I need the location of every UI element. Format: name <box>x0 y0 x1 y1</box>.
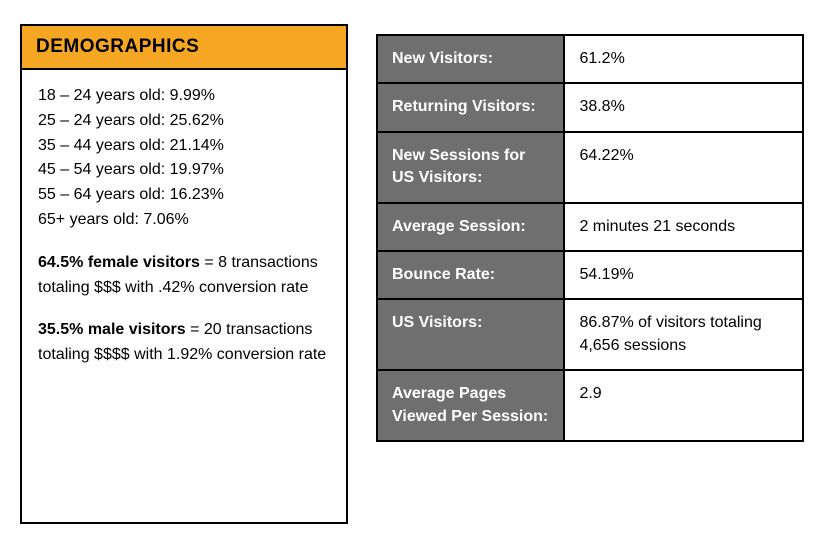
demographics-title: DEMOGRAPHICS <box>22 26 346 70</box>
metric-label: US Visitors: <box>377 299 564 370</box>
metric-label: New Sessions for US Visitors: <box>377 132 564 203</box>
table-row: Average Pages Viewed Per Session: 2.9 <box>377 370 803 441</box>
metric-value: 86.87% of visitors totaling 4,656 sessio… <box>564 299 803 370</box>
age-breakdown: 18 – 24 years old: 9.99% 25 – 24 years o… <box>38 84 330 233</box>
metric-value: 38.8% <box>564 83 803 131</box>
male-visitors-lead: 35.5% male visitors <box>38 321 186 338</box>
metric-value: 2.9 <box>564 370 803 441</box>
metrics-tbody: New Visitors: 61.2% Returning Visitors: … <box>377 35 803 441</box>
table-row: New Visitors: 61.2% <box>377 35 803 83</box>
age-line: 25 – 24 years old: 25.62% <box>38 109 330 134</box>
demographics-panel: DEMOGRAPHICS 18 – 24 years old: 9.99% 25… <box>20 24 348 524</box>
female-visitors-block: 64.5% female visitors = 8 transactions t… <box>38 251 330 301</box>
age-line: 18 – 24 years old: 9.99% <box>38 84 330 109</box>
female-visitors-lead: 64.5% female visitors <box>38 254 200 271</box>
age-line: 45 – 54 years old: 19.97% <box>38 158 330 183</box>
metric-value: 61.2% <box>564 35 803 83</box>
metric-value: 64.22% <box>564 132 803 203</box>
age-line: 35 – 44 years old: 21.14% <box>38 134 330 159</box>
metrics-table: New Visitors: 61.2% Returning Visitors: … <box>376 34 804 442</box>
table-row: US Visitors: 86.87% of visitors totaling… <box>377 299 803 370</box>
table-row: Average Session: 2 minutes 21 seconds <box>377 203 803 251</box>
metric-label: Average Pages Viewed Per Session: <box>377 370 564 441</box>
male-visitors-block: 35.5% male visitors = 20 transactions to… <box>38 318 330 368</box>
metric-label: New Visitors: <box>377 35 564 83</box>
metric-value: 2 minutes 21 seconds <box>564 203 803 251</box>
metric-label: Bounce Rate: <box>377 251 564 299</box>
table-row: Bounce Rate: 54.19% <box>377 251 803 299</box>
age-line: 65+ years old: 7.06% <box>38 208 330 233</box>
age-line: 55 – 64 years old: 16.23% <box>38 183 330 208</box>
table-row: Returning Visitors: 38.8% <box>377 83 803 131</box>
table-row: New Sessions for US Visitors: 64.22% <box>377 132 803 203</box>
demographics-body: 18 – 24 years old: 9.99% 25 – 24 years o… <box>22 70 346 400</box>
metric-label: Returning Visitors: <box>377 83 564 131</box>
metric-label: Average Session: <box>377 203 564 251</box>
metric-value: 54.19% <box>564 251 803 299</box>
